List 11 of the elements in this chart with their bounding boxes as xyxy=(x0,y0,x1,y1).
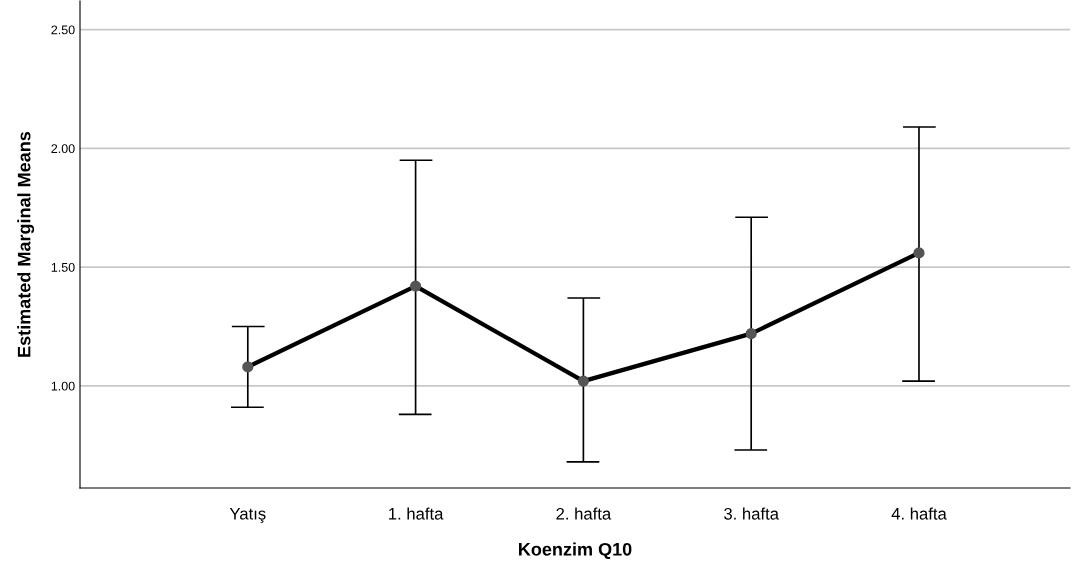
y-tick-label: 2.00 xyxy=(51,144,75,154)
x-tick-label: 3. hafta xyxy=(724,507,779,520)
x-tick-label: 1. hafta xyxy=(389,507,444,520)
y-axis-title: Estimated Marginal Means xyxy=(17,131,35,357)
x-tick-label: 2. hafta xyxy=(556,507,612,520)
x-axis-title: Koenzim Q10 xyxy=(519,542,632,560)
x-tick-label: 4. hafta xyxy=(891,507,947,520)
x-tick-label: Yatış xyxy=(229,507,266,523)
y-tick-label: 1.50 xyxy=(51,262,75,272)
y-tick-label: 2.50 xyxy=(51,25,75,35)
y-tick-label: 1.00 xyxy=(51,381,75,391)
